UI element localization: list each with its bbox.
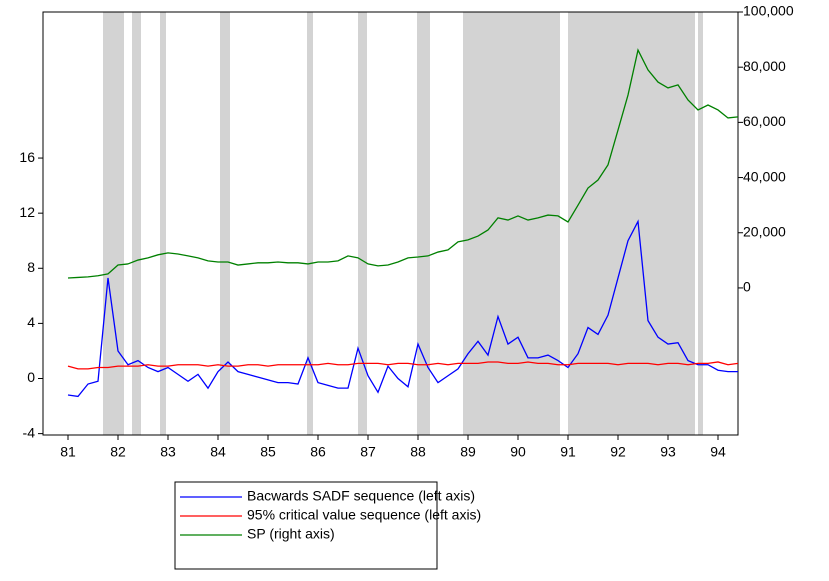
x-tick-label: 87 [360,444,376,460]
shaded-region [132,12,141,435]
y2-tick-label: 40,000 [743,168,786,184]
shaded-region [698,12,703,435]
x-tick-label: 90 [510,444,526,460]
shaded-region [220,12,230,435]
x-tick-label: 83 [160,444,176,460]
x-tick-label: 88 [410,444,426,460]
y2-tick-label: 0 [743,279,751,295]
x-tick-label: 85 [260,444,276,460]
x-tick-label: 81 [60,444,76,460]
shaded-region [160,12,166,435]
y-tick-label: -4 [23,424,36,440]
legend-label: SP (right axis) [247,526,335,542]
x-tick-label: 93 [660,444,676,460]
x-tick-label: 94 [710,444,726,460]
shaded-region [463,12,560,435]
x-tick-label: 92 [610,444,626,460]
y2-tick-label: 20,000 [743,223,786,239]
shaded-region [417,12,430,435]
y-tick-label: 8 [27,259,35,275]
plot-frame [42,11,739,436]
shaded-region [307,12,313,435]
series-line [67,48,739,279]
x-tick-label: 89 [460,444,476,460]
y-tick-label: 16 [19,149,35,165]
x-tick-label: 91 [560,444,576,460]
legend-label: Bacwards SADF sequence (left axis) [247,488,475,504]
x-tick-label: 82 [110,444,126,460]
series-line [67,361,739,370]
y-tick-label: 12 [19,204,35,220]
shaded-region [568,12,695,435]
y2-tick-label: 100,000 [743,3,794,19]
legend-label: 95% critical value sequence (left axis) [247,507,481,523]
y2-tick-label: 60,000 [743,113,786,129]
x-tick-label: 86 [310,444,326,460]
x-tick-label: 84 [210,444,226,460]
y-tick-label: 0 [27,369,35,385]
shaded-region [103,12,124,435]
shaded-region [358,12,367,435]
series-line [67,219,738,398]
y2-tick-label: 80,000 [743,58,786,74]
y-tick-label: 4 [27,314,35,330]
